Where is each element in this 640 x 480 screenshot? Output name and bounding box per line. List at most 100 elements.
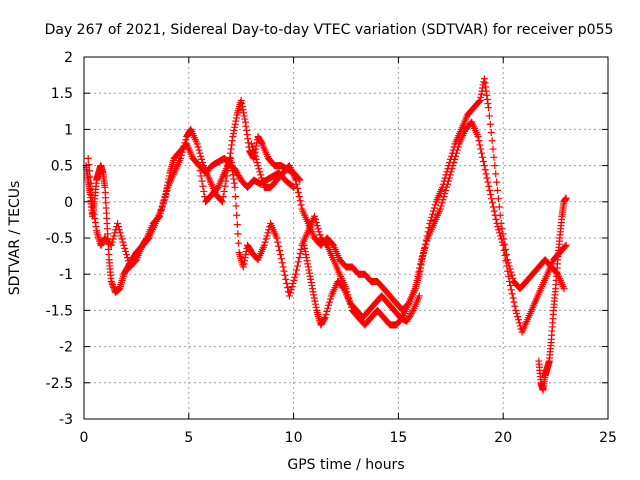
data-point	[179, 145, 187, 153]
data-point	[447, 152, 455, 160]
data-point	[233, 221, 241, 229]
data-point	[325, 301, 333, 309]
data-point	[161, 193, 169, 201]
data-point	[109, 235, 117, 243]
data-point	[560, 285, 568, 293]
data-point	[477, 145, 485, 153]
data-point	[449, 146, 457, 154]
data-point	[260, 241, 268, 249]
data-point	[500, 235, 508, 243]
data-point	[494, 195, 502, 203]
data-point	[120, 241, 128, 249]
data-point	[492, 170, 500, 178]
data-point	[505, 262, 513, 270]
x-tick-label: 25	[599, 430, 617, 446]
y-tick-label: -0.5	[46, 231, 73, 247]
data-point	[500, 246, 508, 254]
data-point	[501, 240, 509, 248]
data-point	[281, 271, 289, 279]
data-point	[487, 129, 495, 137]
data-point	[427, 216, 435, 224]
data-point	[114, 220, 122, 228]
data-point	[163, 186, 171, 194]
data-point	[178, 148, 186, 156]
data-point	[474, 133, 482, 141]
data-point	[220, 187, 228, 195]
data-point	[199, 182, 207, 190]
data-point	[479, 153, 487, 161]
data-point	[316, 231, 324, 239]
data-point	[498, 225, 506, 233]
data-point	[496, 229, 504, 237]
data-point	[221, 182, 229, 190]
x-tick-label: 5	[184, 430, 193, 446]
data-point	[488, 199, 496, 207]
y-tick-label: -1.5	[46, 303, 73, 319]
gridlines	[84, 57, 608, 419]
data-point	[117, 232, 125, 240]
data-point	[446, 158, 454, 166]
data-point	[511, 302, 519, 310]
data-point	[495, 203, 503, 211]
x-tick-label: 20	[494, 430, 512, 446]
data-point	[88, 192, 96, 200]
data-point	[251, 152, 259, 160]
data-point	[323, 307, 331, 315]
data-point	[439, 180, 447, 188]
data-point	[86, 173, 94, 181]
data-point	[492, 215, 500, 223]
data-point	[249, 143, 257, 151]
data-point	[507, 268, 515, 276]
data-point	[256, 168, 264, 176]
data-point	[497, 220, 505, 228]
data-point	[122, 247, 130, 255]
y-tick-label: 1.5	[51, 86, 73, 102]
data-point	[121, 244, 129, 252]
data-point	[252, 155, 260, 163]
data-point	[443, 168, 451, 176]
data-point	[441, 174, 449, 182]
data-point	[253, 158, 261, 166]
data-point	[264, 229, 272, 237]
y-tick-label: -2.5	[46, 376, 73, 392]
data-point	[431, 201, 439, 209]
data-point	[273, 234, 281, 242]
data-point	[475, 137, 483, 145]
data-point	[275, 242, 283, 250]
data-point	[180, 142, 188, 150]
data-point	[420, 244, 428, 252]
data-point	[488, 195, 496, 203]
data-point	[436, 205, 444, 213]
data-point	[450, 143, 458, 151]
data-point	[504, 259, 512, 267]
data-point	[232, 193, 240, 201]
data-point	[485, 104, 493, 112]
data-point	[234, 230, 242, 238]
data-point	[285, 292, 293, 300]
data-point	[514, 316, 522, 324]
data-point	[257, 171, 265, 179]
data-point	[513, 310, 521, 318]
data-point	[195, 162, 203, 170]
data-point	[501, 252, 509, 260]
data-point	[485, 182, 493, 190]
data-point	[182, 136, 190, 144]
data-point	[293, 262, 301, 270]
data-point	[262, 235, 270, 243]
data-point	[438, 183, 446, 191]
data-point	[509, 274, 517, 282]
data-point	[408, 308, 416, 316]
data-point	[277, 255, 285, 263]
data-point	[195, 146, 203, 154]
data-point	[85, 161, 93, 169]
data-point	[199, 158, 207, 166]
data-point	[287, 286, 295, 294]
data-point	[562, 194, 570, 202]
data-point	[255, 165, 263, 173]
data-point	[311, 215, 319, 223]
data-point	[158, 205, 166, 213]
data-point	[415, 292, 423, 300]
data-point	[326, 298, 334, 306]
data-point	[279, 263, 287, 271]
data-point	[293, 184, 301, 192]
